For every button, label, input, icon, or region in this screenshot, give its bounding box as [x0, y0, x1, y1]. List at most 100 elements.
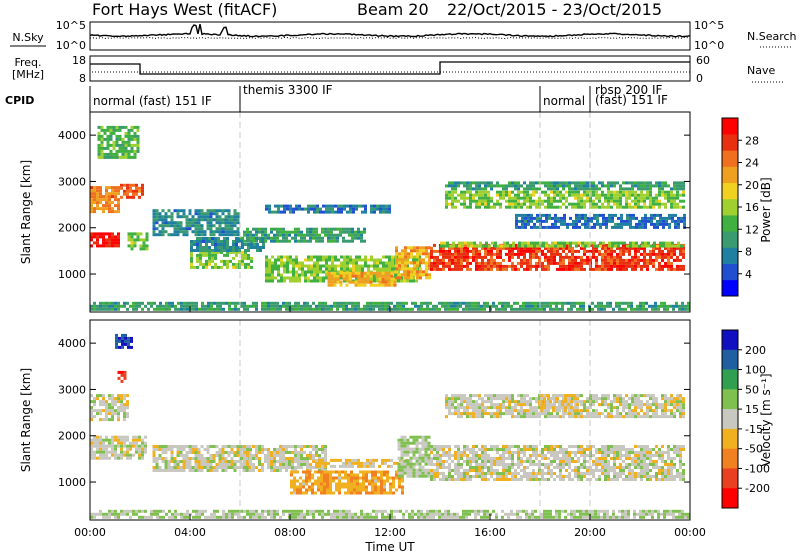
heatmap-cell: [249, 469, 252, 472]
heatmap-cell: [532, 184, 535, 188]
heatmap-cell: [474, 307, 477, 311]
heatmap-cell: [516, 301, 519, 305]
heatmap-cell: [371, 491, 374, 495]
heatmap-cell: [535, 252, 538, 256]
heatmap-cell: [602, 222, 605, 226]
heatmap-cell: [93, 435, 96, 439]
heatmap-cell: [330, 227, 333, 231]
heatmap-cell: [641, 241, 644, 245]
heatmap-cell: [283, 207, 286, 211]
heatmap-cell: [282, 451, 285, 454]
heatmap-cell: [520, 258, 523, 262]
heatmap-cell: [418, 459, 422, 463]
heatmap-cell: [620, 216, 623, 220]
heatmap-cell: [354, 230, 357, 234]
heatmap-cell: [126, 186, 129, 190]
heatmap-cell: [490, 255, 493, 259]
heatmap-cell: [403, 435, 407, 439]
heatmap-cell: [426, 307, 429, 311]
heatmap-cell: [530, 241, 533, 245]
heatmap-cell: [586, 249, 589, 253]
heatmap-cell: [338, 479, 341, 483]
heatmap-cell: [276, 239, 279, 243]
heatmap-cell: [428, 255, 431, 259]
heatmap-cell: [466, 460, 469, 463]
heatmap-cell: [226, 237, 229, 240]
heatmap-cell: [466, 472, 469, 475]
heatmap-cell: [279, 233, 282, 237]
heatmap-cell: [556, 199, 559, 203]
heatmap-cell: [639, 301, 642, 305]
heatmap-cell: [111, 409, 114, 413]
heatmap-cell: [252, 445, 255, 448]
heatmap-cell: [495, 307, 498, 311]
heatmap-cell: [401, 249, 404, 253]
heatmap-cell: [155, 466, 159, 469]
heatmap-cell: [252, 463, 255, 466]
heatmap-cell: [212, 466, 216, 469]
heatmap-cell: [286, 258, 289, 262]
heatmap-cell: [194, 445, 198, 448]
heatmap-cell: [214, 262, 217, 266]
heatmap-cell: [649, 252, 652, 256]
heatmap-cell: [288, 451, 291, 454]
heatmap-cell: [487, 472, 490, 475]
heatmap-cell: [610, 249, 613, 253]
heatmap-cell: [152, 233, 156, 237]
heatmap-cell: [324, 464, 327, 468]
heatmap-cell: [356, 476, 359, 480]
heatmap-cell: [401, 264, 404, 268]
heatmap-cell: [387, 458, 390, 462]
heatmap-cell: [451, 193, 454, 197]
heatmap-cell: [581, 222, 584, 226]
heatmap-cell: [652, 202, 655, 206]
heatmap-cell: [580, 264, 583, 268]
heatmap-cell: [501, 304, 504, 308]
heatmap-cell: [631, 267, 634, 271]
heatmap-cell: [224, 227, 228, 231]
heatmap-cell: [532, 181, 535, 185]
heatmap-cell: [643, 202, 646, 206]
heatmap-cell: [475, 466, 478, 469]
heatmap-cell: [601, 246, 604, 250]
heatmap-cell: [595, 258, 598, 262]
heatmap-cell: [215, 215, 219, 219]
heatmap-cell: [105, 189, 108, 193]
heatmap-cell: [300, 307, 303, 311]
heatmap-cell: [366, 307, 369, 311]
heatmap-cell: [105, 198, 108, 202]
heatmap-cell: [533, 225, 536, 229]
heatmap-cell: [460, 454, 463, 457]
heatmap-cell: [141, 444, 144, 448]
heatmap-cell: [373, 204, 376, 208]
heatmap-cell: [126, 394, 129, 398]
heatmap-cell: [170, 466, 174, 469]
heatmap-cell: [479, 241, 482, 245]
heatmap-cell: [512, 241, 515, 245]
heatmap-cell: [541, 261, 544, 265]
heatmap-cell: [357, 283, 361, 287]
heatmap-cell: [519, 307, 522, 311]
heatmap-cell: [300, 230, 303, 234]
heatmap-cell: [336, 458, 339, 462]
heatmap-cell: [380, 482, 383, 486]
heatmap-cell: [360, 307, 363, 311]
heatmap-cell: [127, 128, 131, 132]
heatmap-cell: [127, 134, 131, 138]
heatmap-cell: [590, 225, 593, 229]
heatmap-cell: [363, 227, 366, 231]
heatmap-cell: [176, 460, 180, 463]
heatmap-cell: [424, 444, 428, 448]
heatmap-cell: [529, 184, 532, 188]
heatmap-cell: [132, 301, 135, 305]
heatmap-cell: [393, 307, 396, 311]
heatmap-cell: [338, 473, 341, 477]
heatmap-cell: [381, 461, 384, 465]
heatmap-cell: [363, 277, 367, 281]
heatmap-cell: [539, 219, 542, 223]
heatmap-cell: [559, 255, 562, 259]
heatmap-cell: [121, 137, 125, 141]
heatmap-cell: [517, 454, 520, 457]
heatmap-cell: [487, 261, 490, 265]
heatmap-cell: [477, 304, 480, 308]
